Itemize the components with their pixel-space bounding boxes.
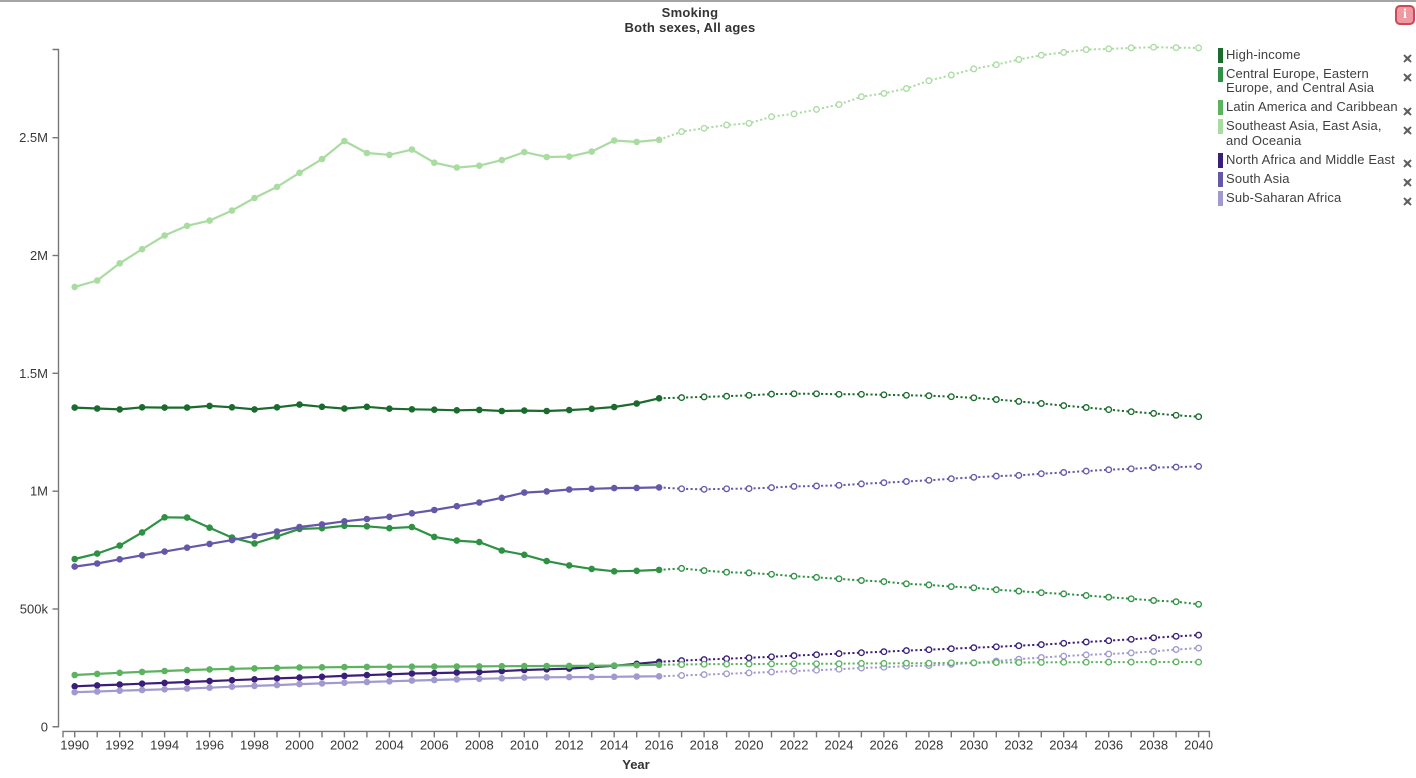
svg-text:1998: 1998: [240, 738, 269, 753]
svg-text:500k: 500k: [20, 602, 49, 617]
svg-text:2026: 2026: [869, 738, 898, 753]
svg-text:2008: 2008: [465, 738, 494, 753]
svg-text:1994: 1994: [150, 738, 179, 753]
svg-text:2004: 2004: [375, 738, 404, 753]
svg-text:2018: 2018: [690, 738, 719, 753]
svg-text:2024: 2024: [825, 738, 854, 753]
svg-text:2002: 2002: [330, 738, 359, 753]
svg-text:2010: 2010: [510, 738, 539, 753]
svg-text:0: 0: [41, 719, 48, 734]
svg-text:1990: 1990: [60, 738, 89, 753]
svg-text:1M: 1M: [30, 484, 48, 499]
svg-text:2022: 2022: [780, 738, 809, 753]
svg-text:2016: 2016: [645, 738, 674, 753]
svg-text:1996: 1996: [195, 738, 224, 753]
svg-text:2040: 2040: [1184, 738, 1213, 753]
svg-text:1992: 1992: [105, 738, 134, 753]
svg-text:2036: 2036: [1094, 738, 1123, 753]
svg-text:2.5M: 2.5M: [19, 130, 48, 145]
svg-text:2012: 2012: [555, 738, 584, 753]
svg-text:2038: 2038: [1139, 738, 1168, 753]
svg-text:2020: 2020: [735, 738, 764, 753]
svg-text:2028: 2028: [914, 738, 943, 753]
svg-text:1.5M: 1.5M: [19, 366, 48, 381]
svg-text:2000: 2000: [285, 738, 314, 753]
svg-text:2006: 2006: [420, 738, 449, 753]
svg-text:Year: Year: [622, 757, 649, 772]
svg-text:2M: 2M: [30, 248, 48, 263]
svg-text:2030: 2030: [959, 738, 988, 753]
svg-text:2034: 2034: [1049, 738, 1078, 753]
svg-text:2014: 2014: [600, 738, 629, 753]
svg-text:2032: 2032: [1004, 738, 1033, 753]
